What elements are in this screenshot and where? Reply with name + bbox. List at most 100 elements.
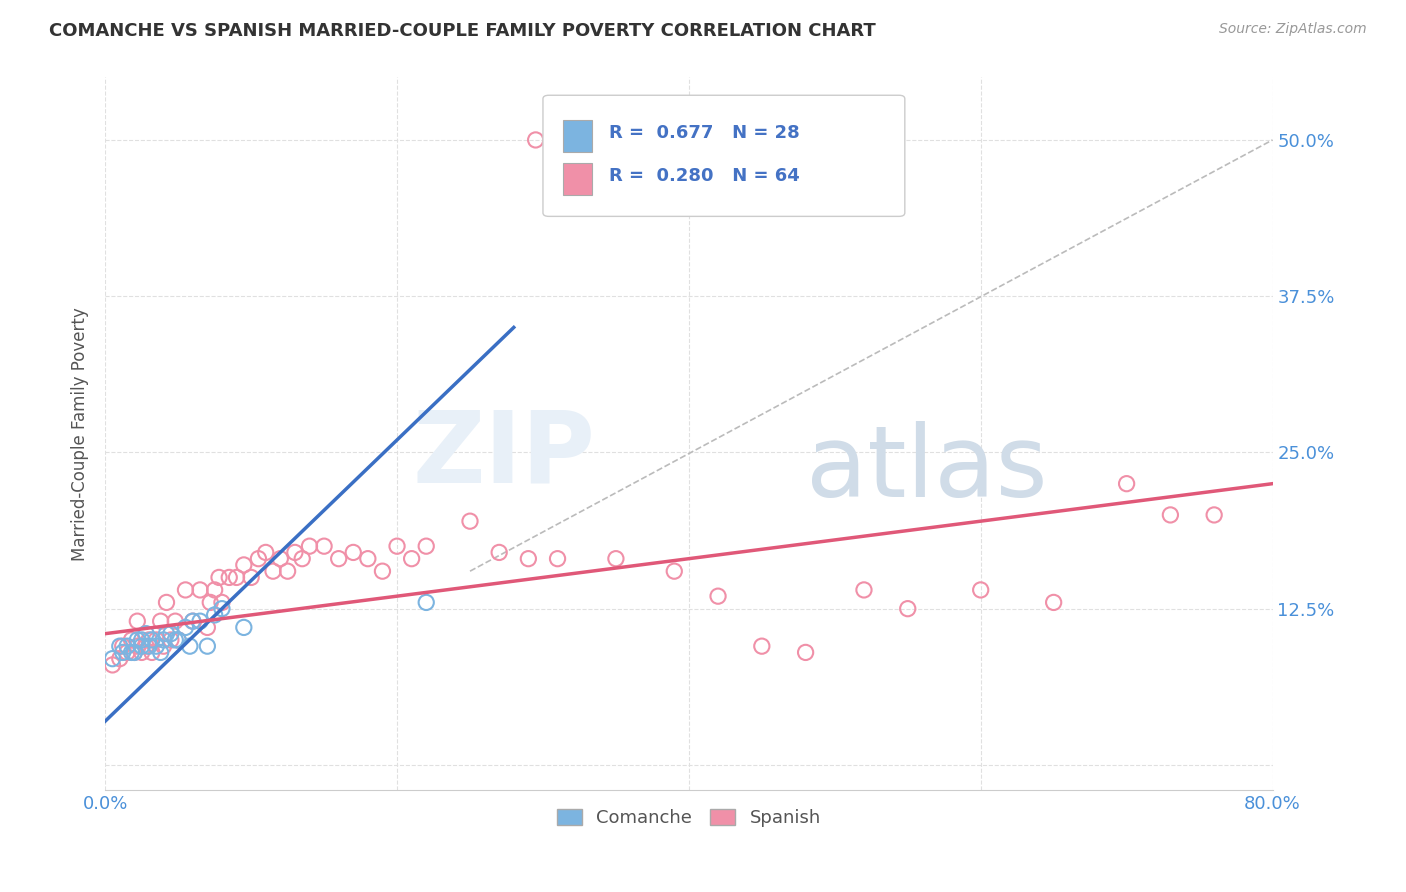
Point [211,595,233,609]
Text: Source: ZipAtlas.com: Source: ZipAtlas.com [1219,22,1367,37]
Point [108,639,131,653]
Point [415,595,437,609]
Point [195,639,218,653]
Point [135,626,157,640]
Point [1042,595,1064,609]
Point [149,614,172,628]
Point [115,639,138,653]
FancyBboxPatch shape [562,162,592,195]
Point [401,551,423,566]
Point [415,539,437,553]
Point [160,632,183,647]
Point [291,551,314,566]
Point [707,589,730,603]
Point [135,639,157,653]
Text: COMANCHE VS SPANISH MARRIED-COUPLE FAMILY POVERTY CORRELATION CHART: COMANCHE VS SPANISH MARRIED-COUPLE FAMIL… [49,22,876,40]
Text: ZIP: ZIP [412,407,596,504]
Point [127,614,149,628]
Point [111,639,134,653]
Point [152,639,174,653]
Point [141,632,163,647]
Point [167,632,190,647]
Point [547,551,569,566]
Point [225,570,247,584]
Point [751,639,773,653]
Point [328,551,350,566]
Point [517,551,540,566]
Point [121,645,143,659]
Text: atlas: atlas [806,421,1047,517]
Point [664,564,686,578]
Point [174,582,197,597]
Point [254,545,277,559]
Point [149,645,172,659]
Point [524,133,547,147]
Legend: Comanche, Spanish: Comanche, Spanish [550,802,828,834]
Point [165,632,187,647]
Point [1204,508,1226,522]
Point [488,545,510,559]
Point [342,545,364,559]
Point [298,539,321,553]
Point [371,564,394,578]
Point [385,539,408,553]
Point [188,582,211,597]
Point [124,645,146,659]
Y-axis label: Married-Couple Family Poverty: Married-Couple Family Poverty [72,307,89,560]
Point [181,614,204,628]
FancyBboxPatch shape [562,120,592,153]
Point [181,614,204,628]
Point [269,551,291,566]
Point [195,620,218,634]
Point [160,626,183,640]
Point [152,632,174,647]
Point [101,651,124,665]
Point [101,657,124,672]
Point [1159,508,1181,522]
Point [357,551,380,566]
Point [127,632,149,647]
Point [277,564,299,578]
Point [155,626,177,640]
Point [314,539,336,553]
Point [167,632,190,647]
Point [208,570,231,584]
Point [155,595,177,609]
Point [121,632,143,647]
Point [897,601,920,615]
Text: R =  0.677   N = 28: R = 0.677 N = 28 [609,124,800,142]
Point [794,645,817,659]
Point [115,645,138,659]
Point [970,582,993,597]
Point [108,651,131,665]
Point [204,582,226,597]
Point [218,570,240,584]
Point [211,601,233,615]
Point [200,595,222,609]
Point [165,614,187,628]
Point [138,632,160,647]
Point [145,632,167,647]
FancyBboxPatch shape [543,95,905,217]
Point [852,582,875,597]
Point [174,620,197,634]
Point [141,645,163,659]
Point [284,545,307,559]
Point [605,551,627,566]
Point [232,620,254,634]
Point [232,558,254,572]
Point [1115,476,1137,491]
Point [127,639,149,653]
Point [131,639,153,653]
Point [111,645,134,659]
Point [247,551,270,566]
Point [262,564,284,578]
Point [240,570,263,584]
Point [145,639,167,653]
Point [131,645,153,659]
Point [179,639,201,653]
Point [204,607,226,622]
Point [458,514,481,528]
Point [188,614,211,628]
Text: R =  0.280   N = 64: R = 0.280 N = 64 [609,167,800,185]
